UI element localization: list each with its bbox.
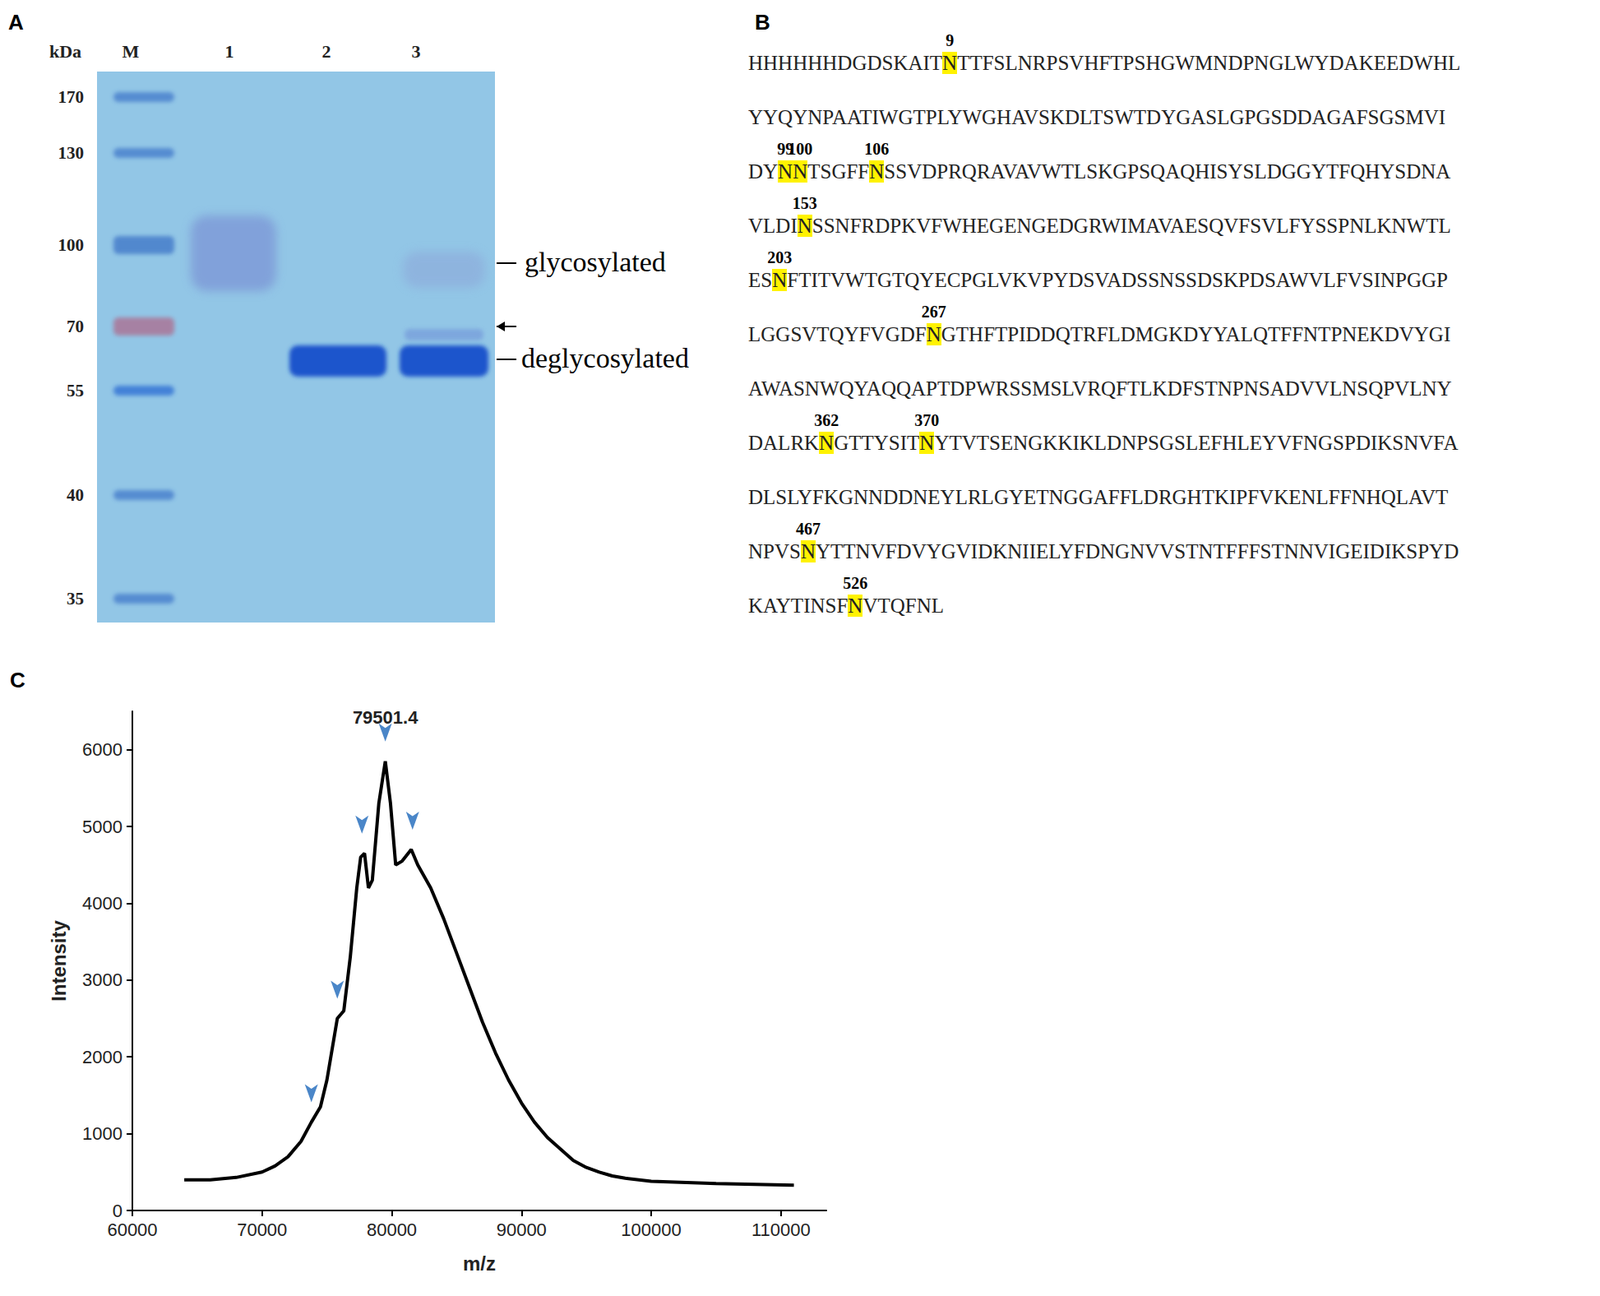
html-text:203: 203 [767, 248, 792, 267]
svg-text:6000: 6000 [82, 739, 123, 760]
html-text:VTQFNL: VTQFNL [862, 594, 944, 617]
svg-text:80000: 80000 [366, 1219, 417, 1240]
svg-text:0: 0 [112, 1200, 123, 1221]
svg-text:60000: 60000 [106, 1219, 158, 1240]
html-text:100: 100 [787, 139, 813, 158]
svg-text:70: 70 [66, 316, 84, 337]
html-text:370: 370 [914, 411, 940, 430]
svg-text:35: 35 [66, 588, 84, 609]
svg-text:m/z: m/z [462, 1252, 496, 1275]
svg-text:1000: 1000 [82, 1123, 123, 1144]
html-text:KAYTINSF N: KAYTINSF N [748, 594, 863, 617]
html-text:362: 362 [814, 411, 839, 430]
svg-text:3: 3 [411, 41, 421, 62]
html-text:NPVS N: NPVS N [748, 540, 816, 563]
svg-text:100000: 100000 [620, 1219, 681, 1240]
svg-text:3000: 3000 [82, 969, 123, 990]
html-text:YYQYNPAATIWGTPLYWGHAVSKDLTSWTD: YYQYNPAATIWGTPLYWGHAVSKDLTSWTDYGASLGPGSD… [748, 106, 1446, 129]
svg-text:90000: 90000 [496, 1219, 547, 1240]
html-text:DALRK N: DALRK N [748, 431, 834, 454]
svg-text:130: 130 [58, 143, 85, 163]
html-text:SSNFRDPKVFWHEGENGEDGRWIMAVAESQ: SSNFRDPKVFWHEGENGEDGRWIMAVAESQVFSVLFYSSP… [812, 214, 1452, 237]
html-text:DY N: DY N [748, 160, 793, 183]
html-text:DLSLYFKGNNDDNEYLRLGYETNGGAFFLD: DLSLYFKGNNDDNEYLRLGYETNGGAFFLDRGHTKIPFVK… [748, 485, 1449, 509]
html-text:467: 467 [795, 519, 821, 538]
html-text:GTTYSIT N: GTTYSIT N [833, 431, 935, 454]
html-text:TTFSLNRPSVHFTPSHGWMNDPNGLWYDAK: TTFSLNRPSVHFTPSHGWMNDPNGLWYDAKEEDWHL [957, 51, 1461, 74]
html-text:99: 99 [777, 139, 794, 158]
svg-text:110000: 110000 [751, 1219, 811, 1240]
html-text:267: 267 [921, 302, 947, 321]
html-text:YTTNVFDVYGVIDKNIIELYFDNGNVVSTN: YTTNVFDVYGVIDKNIIELYFDNGNVVSTNTFFFSTNNVI… [815, 540, 1459, 563]
html-text:N: N [792, 160, 808, 183]
html-text:HHHHHHDGDSKAIT N: HHHHHHDGDSKAIT N [748, 51, 958, 74]
svg-text:55: 55 [66, 380, 84, 401]
html-text:TSGFF N: TSGFF N [807, 160, 885, 183]
svg-text:2000: 2000 [82, 1046, 123, 1068]
html-text:FTITVWTGTQYECPGLVKVPYDSVADSSNS: FTITVWTGTQYECPGLVKVPYDSVADSSNSSDSKPDSAWV… [787, 268, 1448, 292]
html-text:106: 106 [864, 139, 890, 158]
svg-text:1: 1 [225, 41, 235, 62]
svg-text:100: 100 [58, 235, 85, 255]
html-text:9: 9 [945, 31, 954, 50]
html-text:LGGSVTQYFVGDF N: LGGSVTQYFVGDF N [748, 323, 942, 346]
svg-text:2: 2 [322, 41, 332, 62]
svg-text:4000: 4000 [82, 892, 123, 914]
html-text:ES N: ES N [748, 268, 788, 292]
svg-text:5000: 5000 [82, 816, 123, 837]
svg-text:M: M [122, 41, 140, 62]
svg-text:79501.4: 79501.4 [352, 707, 419, 728]
html-text:B: B [754, 9, 771, 35]
html-text:YTVTSENGKKIKLDNPSGSLEFHLEYVFNG: YTVTSENGKKIKLDNPSGSLEFHLEYVFNGSPDIKSNVFA [934, 431, 1459, 454]
html-text:VLDI N: VLDI N [748, 214, 813, 237]
svg-text:170: 170 [58, 87, 85, 107]
html-text:526: 526 [843, 573, 868, 592]
html-text:153: 153 [792, 194, 818, 213]
svg-text:deglycosylated: deglycosylated [521, 342, 690, 374]
html-text:SSVDPRQRAVAVWTLSKGPSQAQHISYSLD: SSVDPRQRAVAVWTLSKGPSQAQHISYSLDGGYTFQHYSD… [884, 160, 1451, 183]
svg-text:glycosylated: glycosylated [524, 246, 666, 278]
svg-text:Intensity: Intensity [47, 920, 70, 1002]
svg-text:40: 40 [66, 485, 84, 505]
html-text:C: C [9, 667, 26, 693]
svg-text:70000: 70000 [236, 1219, 287, 1240]
svg-text:kDa: kDa [49, 41, 82, 62]
html-text:A: A [8, 9, 24, 35]
html-text:AWASNWQYAQQAPTDPWRSSMSLVRQFTLK: AWASNWQYAQQAPTDPWRSSMSLVRQFTLKDFSTNPNSAD… [748, 377, 1452, 400]
html-text:GTHFTPIDDQTRFLDMGKDYYALQTFFNTP: GTHFTPIDDQTRFLDMGKDYYALQTFFNTPNEKDVYGI [941, 323, 1451, 346]
